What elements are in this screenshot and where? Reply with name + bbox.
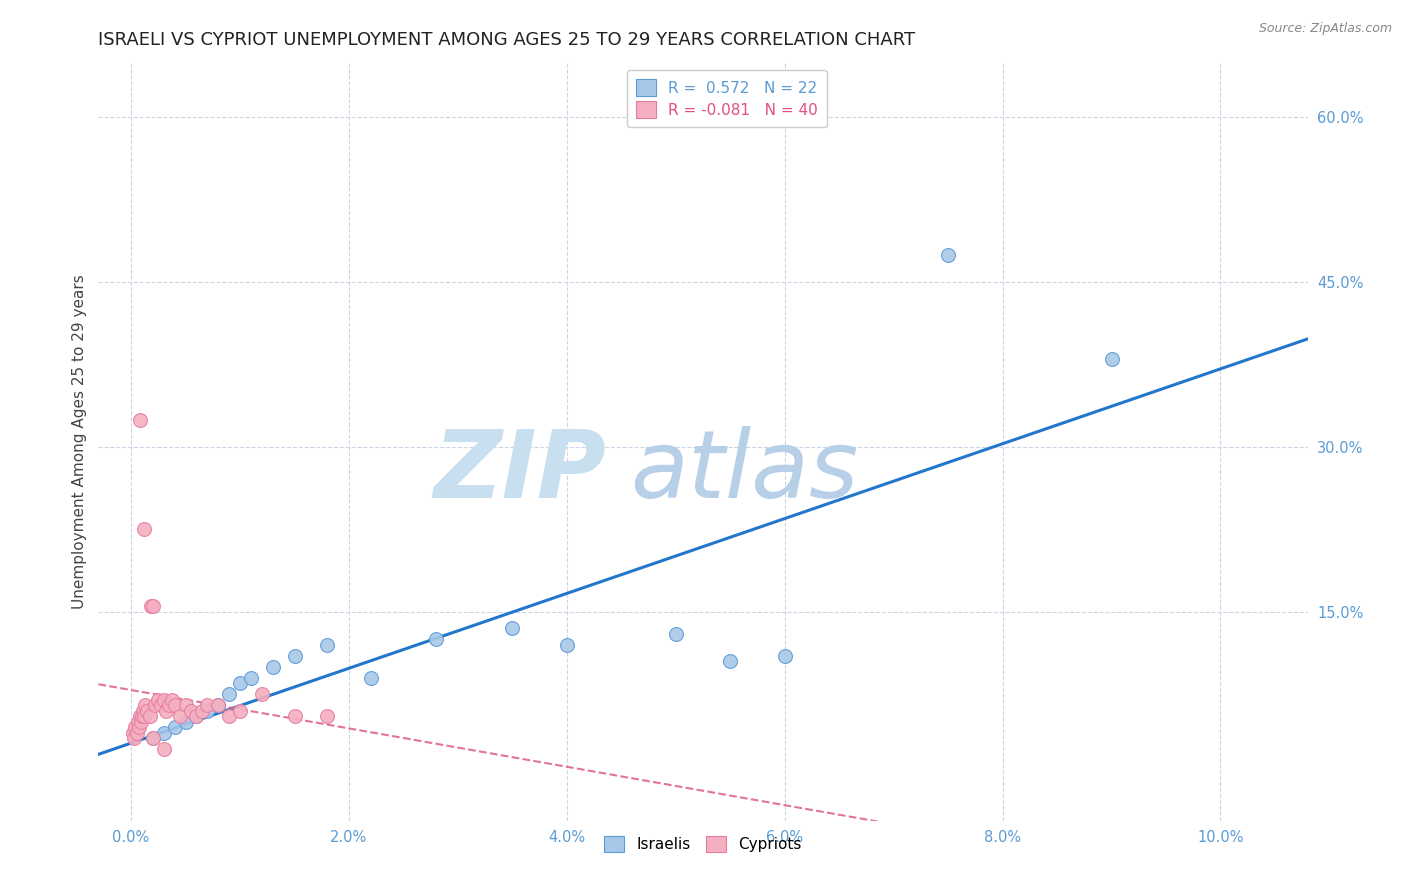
Point (163, 720, 186, 734)
Text: ISRAELI VS CYPRIOT UNEMPLOYMENT AMONG AGES 25 TO 29 YEARS CORRELATION CHART: ISRAELI VS CYPRIOT UNEMPLOYMENT AMONG AG… (98, 31, 915, 49)
Point (218, 709, 240, 723)
Point (124, 731, 146, 746)
Point (665, 627, 688, 641)
Point (128, 720, 150, 734)
Point (262, 660, 284, 674)
Point (143, 698, 166, 713)
Point (207, 698, 229, 713)
Point (152, 692, 174, 706)
Point (142, 731, 165, 746)
Point (149, 698, 172, 713)
Legend: Israelis, Cypriots: Israelis, Cypriots (599, 830, 807, 858)
Text: Source: ZipAtlas.com: Source: ZipAtlas.com (1258, 22, 1392, 36)
Y-axis label: Unemployment Among Ages 25 to 29 years: Unemployment Among Ages 25 to 29 years (72, 274, 87, 609)
Point (180, 704, 202, 718)
Point (142, 731, 165, 746)
Point (134, 709, 156, 723)
Point (128, 709, 150, 723)
Point (127, 714, 149, 729)
Point (124, 720, 146, 734)
Point (152, 725, 174, 739)
Point (138, 709, 160, 723)
Point (283, 709, 305, 723)
Point (155, 704, 177, 718)
Point (132, 704, 155, 718)
Point (142, 599, 165, 614)
Point (131, 709, 153, 723)
Point (501, 621, 523, 635)
Point (157, 698, 180, 713)
Point (425, 632, 447, 647)
Point (191, 704, 214, 718)
Point (936, 248, 959, 262)
Point (125, 725, 148, 739)
Point (128, 412, 150, 426)
Point (555, 638, 578, 652)
Point (773, 648, 796, 663)
Text: atlas: atlas (630, 426, 859, 517)
Point (229, 676, 252, 690)
Point (163, 698, 186, 713)
Point (186, 709, 208, 723)
Point (134, 523, 156, 537)
Text: ZIP: ZIP (433, 425, 606, 518)
Point (218, 687, 240, 701)
Point (152, 742, 174, 756)
Point (250, 687, 273, 701)
Point (207, 698, 229, 713)
Point (169, 709, 191, 723)
Point (239, 671, 262, 685)
Point (1101, 352, 1123, 367)
Point (186, 709, 208, 723)
Point (229, 704, 252, 718)
Point (139, 599, 162, 614)
Point (718, 654, 741, 668)
Point (195, 704, 218, 718)
Point (174, 714, 197, 729)
Point (136, 704, 159, 718)
Point (148, 692, 170, 706)
Point (129, 714, 152, 729)
Point (316, 638, 339, 652)
Point (122, 725, 145, 739)
Point (162, 692, 184, 706)
Point (316, 709, 339, 723)
Point (283, 648, 305, 663)
Point (134, 698, 156, 713)
Point (360, 671, 382, 685)
Point (195, 698, 218, 713)
Point (174, 698, 197, 713)
